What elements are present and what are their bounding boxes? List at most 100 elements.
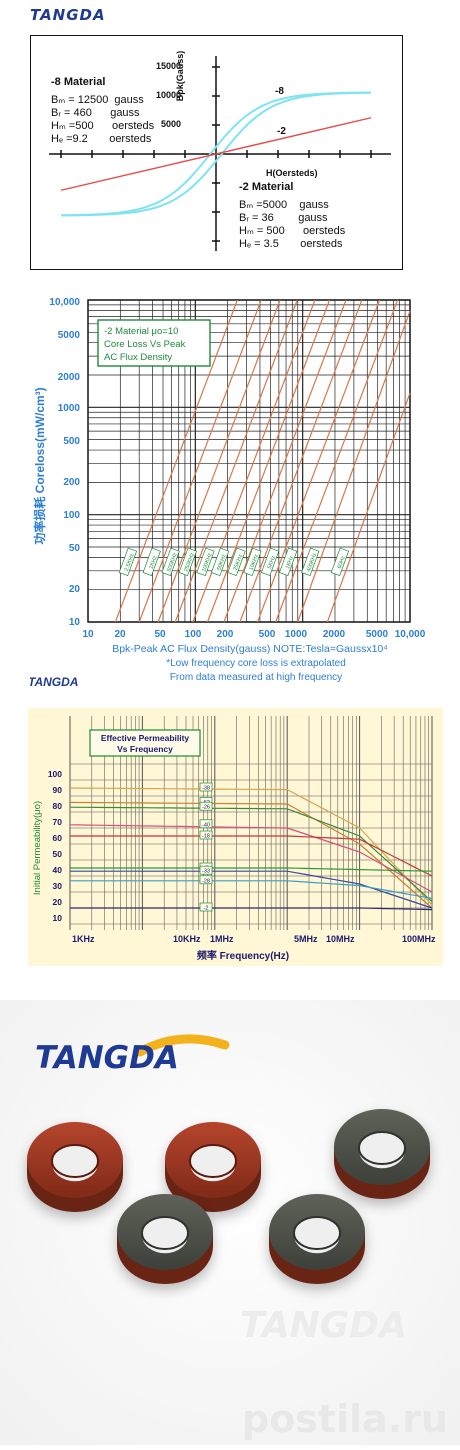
frequency-label: 60Hz	[330, 547, 350, 577]
axis-ticks	[60, 66, 372, 242]
y-tick-90: 90	[53, 785, 63, 795]
frequency-label-box	[279, 547, 298, 577]
y-tick-8: 20	[69, 584, 81, 595]
material8-title: -8 Material	[51, 76, 106, 88]
y-tick-5: 200	[63, 477, 80, 488]
frequency-label-box	[178, 547, 197, 577]
y-tick-30: 30	[53, 881, 63, 891]
frequency-line	[157, 299, 281, 623]
frequency-label: 1KHz	[142, 547, 161, 577]
frequency-line	[174, 299, 298, 623]
x-tick-8: 5000	[366, 629, 389, 640]
core-hole	[189, 1144, 237, 1182]
frequency-label-box	[330, 547, 350, 577]
title-line-0: Effective Permeability	[101, 733, 190, 743]
series-label-box	[199, 782, 213, 792]
legend-box	[97, 319, 211, 367]
frequency-label: 50KHz	[210, 547, 230, 577]
frequency-lines	[114, 299, 411, 623]
series-labels: -38-52-26-40-18-8-33-28-2	[199, 782, 213, 912]
frequency-label: 1KHz	[279, 547, 298, 577]
frequency-label: 25KHz	[227, 547, 246, 577]
frequency-label-box	[227, 547, 246, 577]
x-tick-1: 20	[114, 629, 126, 640]
core-hole-rim	[188, 1144, 238, 1178]
frequency-line	[138, 299, 262, 623]
series-label-text: -38	[202, 786, 210, 792]
frequency-label-box	[301, 547, 320, 577]
frequency-label-box	[260, 547, 280, 577]
y-tick-70: 70	[53, 817, 63, 827]
frequency-line	[275, 299, 399, 623]
x-tick-7: 2000	[323, 629, 346, 640]
core-loss-panel: 2.5KHz 1KHz 500KHz 250KHz 100KHz 50KHz 25KHz 10…	[28, 290, 432, 690]
product-photo: TANGDA TANGDA postila.ru	[0, 1000, 460, 1445]
toroid-core	[165, 1122, 261, 1212]
series-8-curve-lower	[61, 91, 371, 217]
photo-background	[0, 1000, 460, 1445]
frequency-label: 5KHz	[260, 547, 280, 577]
series-curve	[70, 880, 433, 899]
core-hole	[141, 1216, 189, 1254]
permeability-panel: -38-52-26-40-18-8-33-28-2 Effective Perm…	[28, 708, 443, 966]
series-label-text: -18	[202, 834, 210, 840]
y-tick-2: 2000	[58, 372, 81, 383]
frequency-label-box	[210, 547, 230, 577]
legend-line-0: -2 Material μo=10	[104, 326, 178, 337]
core-hole-rim	[292, 1216, 342, 1250]
y-axis-label: 功率损耗 Coreloss(mW/cm³)	[32, 387, 47, 544]
x-tick-2: 50	[154, 629, 166, 640]
y-tick-9: 10	[69, 617, 81, 628]
x-tick-10khz: 10KHz	[173, 934, 201, 944]
series-curve	[69, 806, 433, 903]
y-tick-3: 1000	[58, 403, 81, 414]
y-tick-0: 10,000	[49, 297, 80, 308]
panel2-logo: TANGDA	[30, 675, 78, 689]
x-tick-1mhz: 1MHz	[210, 934, 234, 944]
material2-title: -2 Material	[239, 181, 294, 193]
frequency-label-box	[243, 547, 262, 577]
watermark-tangda: TANGDA	[240, 1305, 407, 1346]
y-tick-6: 100	[63, 510, 80, 521]
frequency-label-text: 10KHz	[249, 553, 260, 571]
frequency-label-text: 25KHz	[233, 553, 244, 571]
toroid-core	[117, 1194, 213, 1284]
x-tick-1khz: 1KHz	[72, 934, 95, 944]
frequency-line	[326, 392, 411, 623]
y-tick-15000: 15000	[156, 61, 181, 71]
frequency-line	[297, 310, 411, 623]
watermark-postila: postila.ru	[242, 1397, 448, 1441]
title-box	[89, 729, 201, 757]
core-hole-rim	[357, 1131, 407, 1165]
core-hole	[358, 1131, 406, 1169]
x-tick-4: 200	[217, 629, 234, 640]
series-label-box	[199, 801, 213, 811]
frequency-label-box	[161, 547, 180, 577]
frequency-label-text: 1KHz	[149, 555, 159, 570]
series-label-text: -2	[204, 906, 209, 912]
y-axis-label: Initial Permeability(μo)	[32, 801, 43, 895]
x-tick-0: 10	[82, 629, 94, 640]
x-axis-label: 频率 Frequency(Hz)	[197, 949, 289, 962]
y-tick-20: 20	[53, 897, 63, 907]
material2-line-3: Hₑ = 3.5 oersteds	[239, 238, 343, 250]
legend-line-1: Core Loss Vs Peak	[104, 339, 186, 350]
series-curve	[70, 835, 433, 877]
frequency-line	[207, 299, 331, 623]
product-photo-svg: TANGDA TANGDA postila.ru	[0, 1000, 460, 1445]
toroid-core	[269, 1194, 365, 1284]
core-hole-rim	[140, 1216, 190, 1250]
big-logo: TANGDA	[35, 1034, 230, 1076]
curve-label-8: -8	[275, 86, 284, 97]
permeability-curves	[69, 787, 433, 911]
brand-logo-text: TANGDA	[30, 6, 106, 24]
x-tick-10mhz: 10MHz	[326, 934, 355, 944]
series-label-box	[199, 875, 213, 885]
y-tick-80: 80	[53, 801, 63, 811]
logo-swoosh	[135, 1034, 230, 1057]
core-hole-rim	[50, 1144, 100, 1178]
x-tick-9: 10,000	[395, 629, 426, 640]
y-tick-1: 5000	[58, 330, 81, 341]
material2-line-2: Hₘ = 500 oersteds	[239, 225, 346, 237]
series-label-box	[199, 830, 213, 840]
